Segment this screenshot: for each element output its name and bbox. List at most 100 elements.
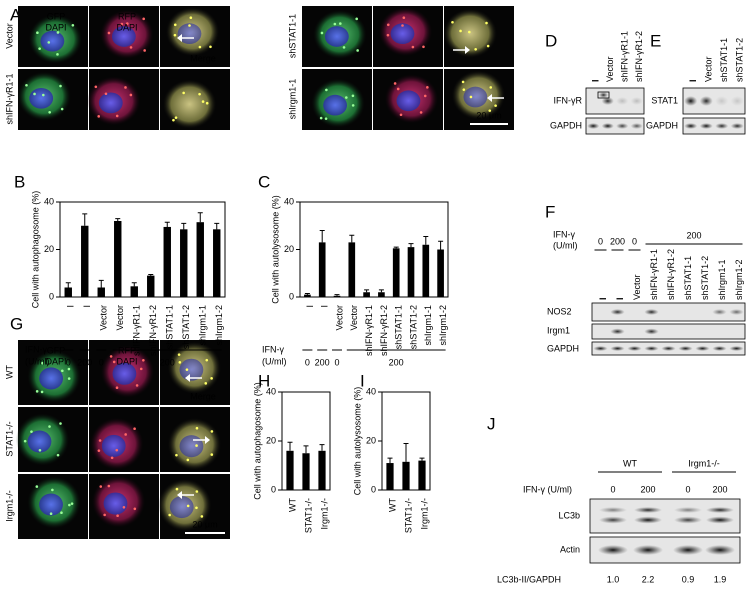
y-tick-label: 40 [266, 386, 276, 396]
blot-strip [591, 302, 746, 322]
puncta [185, 368, 189, 371]
puncta [461, 80, 465, 84]
puncta [60, 511, 63, 514]
puncta [201, 100, 205, 103]
band [644, 346, 659, 351]
bar [402, 461, 410, 490]
y-axis-label: Cell with autolysosome (%) [270, 195, 280, 304]
puncta [188, 24, 191, 27]
dose-label: 0 [598, 236, 603, 246]
row-label: WT [4, 365, 14, 379]
puncta [25, 83, 28, 87]
puncta [468, 30, 471, 34]
dose-label: 200 [610, 236, 625, 246]
puncta [195, 426, 199, 430]
bar [378, 292, 385, 297]
bar [196, 222, 204, 297]
nucleus [29, 87, 54, 109]
puncta [355, 17, 358, 21]
bar [114, 221, 122, 297]
nucleus [98, 92, 123, 114]
x-tick-label: I [82, 305, 92, 308]
puncta [67, 367, 71, 371]
bar [407, 247, 415, 297]
x-tick-label: shIrgm1-2 [438, 305, 448, 346]
dose-label: 0 [334, 357, 339, 367]
nucleus [179, 358, 204, 381]
group-label: WT [623, 458, 637, 468]
puncta [51, 488, 54, 492]
bar [147, 275, 155, 297]
puncta [107, 484, 111, 488]
puncta [195, 490, 199, 493]
puncta [67, 377, 71, 380]
channel-label: DAPI [116, 22, 137, 32]
band [712, 309, 727, 315]
error-bar [319, 444, 325, 451]
ratio-value: 2.2 [642, 574, 655, 584]
band [616, 97, 629, 105]
band [730, 96, 744, 106]
puncta [68, 503, 71, 507]
band [699, 96, 713, 106]
y-tick-label: 40 [366, 386, 376, 396]
band [674, 516, 702, 524]
bar [386, 463, 394, 490]
puncta [469, 95, 473, 99]
treatment-unit: (U/ml) [25, 356, 50, 366]
band [715, 123, 729, 129]
lane-label: shIFN-γR1-1 [620, 31, 630, 82]
arrow-head [177, 34, 182, 42]
puncta [112, 360, 116, 364]
x-tick-label: Vector [99, 305, 109, 331]
row-label: shSTAT1-1 [287, 14, 297, 58]
arrow-head [487, 94, 492, 102]
treatment-label: IFN-γ [262, 344, 284, 354]
puncta [488, 109, 492, 112]
puncta [195, 506, 198, 510]
channel-label: RFP [118, 11, 136, 21]
y-axis-label: Cell with autophagosome (%) [252, 382, 262, 500]
bar [422, 244, 430, 297]
error-bar [181, 222, 187, 230]
arrow-head [185, 374, 190, 382]
x-tick-label: shIrgm1-1 [198, 305, 208, 346]
band [678, 346, 693, 351]
channel-label: GFP [47, 11, 66, 21]
panel-letter: J [487, 414, 496, 433]
puncta [139, 367, 143, 371]
nucleus [39, 367, 63, 390]
row-label: STAT1 [651, 95, 678, 105]
treatment-label: IFN-γ [25, 344, 47, 354]
band [644, 309, 659, 315]
puncta [339, 22, 342, 25]
lane-label: shIFN-γR1-2 [634, 31, 644, 82]
channel-label: DAPI [45, 356, 66, 366]
bar [130, 286, 138, 297]
puncta [356, 49, 359, 52]
y-tick-label: 0 [49, 291, 54, 301]
puncta [70, 502, 74, 505]
bar [213, 229, 221, 297]
x-tick-label: STAT1-/- [403, 498, 413, 533]
error-bar [82, 213, 88, 226]
puncta [205, 101, 209, 105]
puncta [115, 448, 119, 452]
bar [392, 248, 400, 297]
bar [180, 229, 188, 297]
puncta [122, 506, 126, 509]
puncta [177, 353, 181, 356]
panel-letter: I [360, 371, 365, 390]
band [644, 328, 659, 335]
lane-label: shIFN-γR1-1 [649, 249, 659, 300]
lane-label: shIFN-γR1-2 [666, 249, 676, 300]
channel-label: DAPI [116, 356, 137, 366]
puncta [396, 87, 400, 91]
puncta [489, 86, 493, 89]
puncta [324, 117, 328, 120]
error-bar [387, 457, 393, 464]
x-tick-label: shIrgm1-1 [423, 305, 433, 346]
y-tick-label: 0 [289, 291, 294, 301]
panel-letter: F [545, 202, 555, 221]
y-axis-label: Cell with autolysosome (%) [352, 387, 362, 496]
